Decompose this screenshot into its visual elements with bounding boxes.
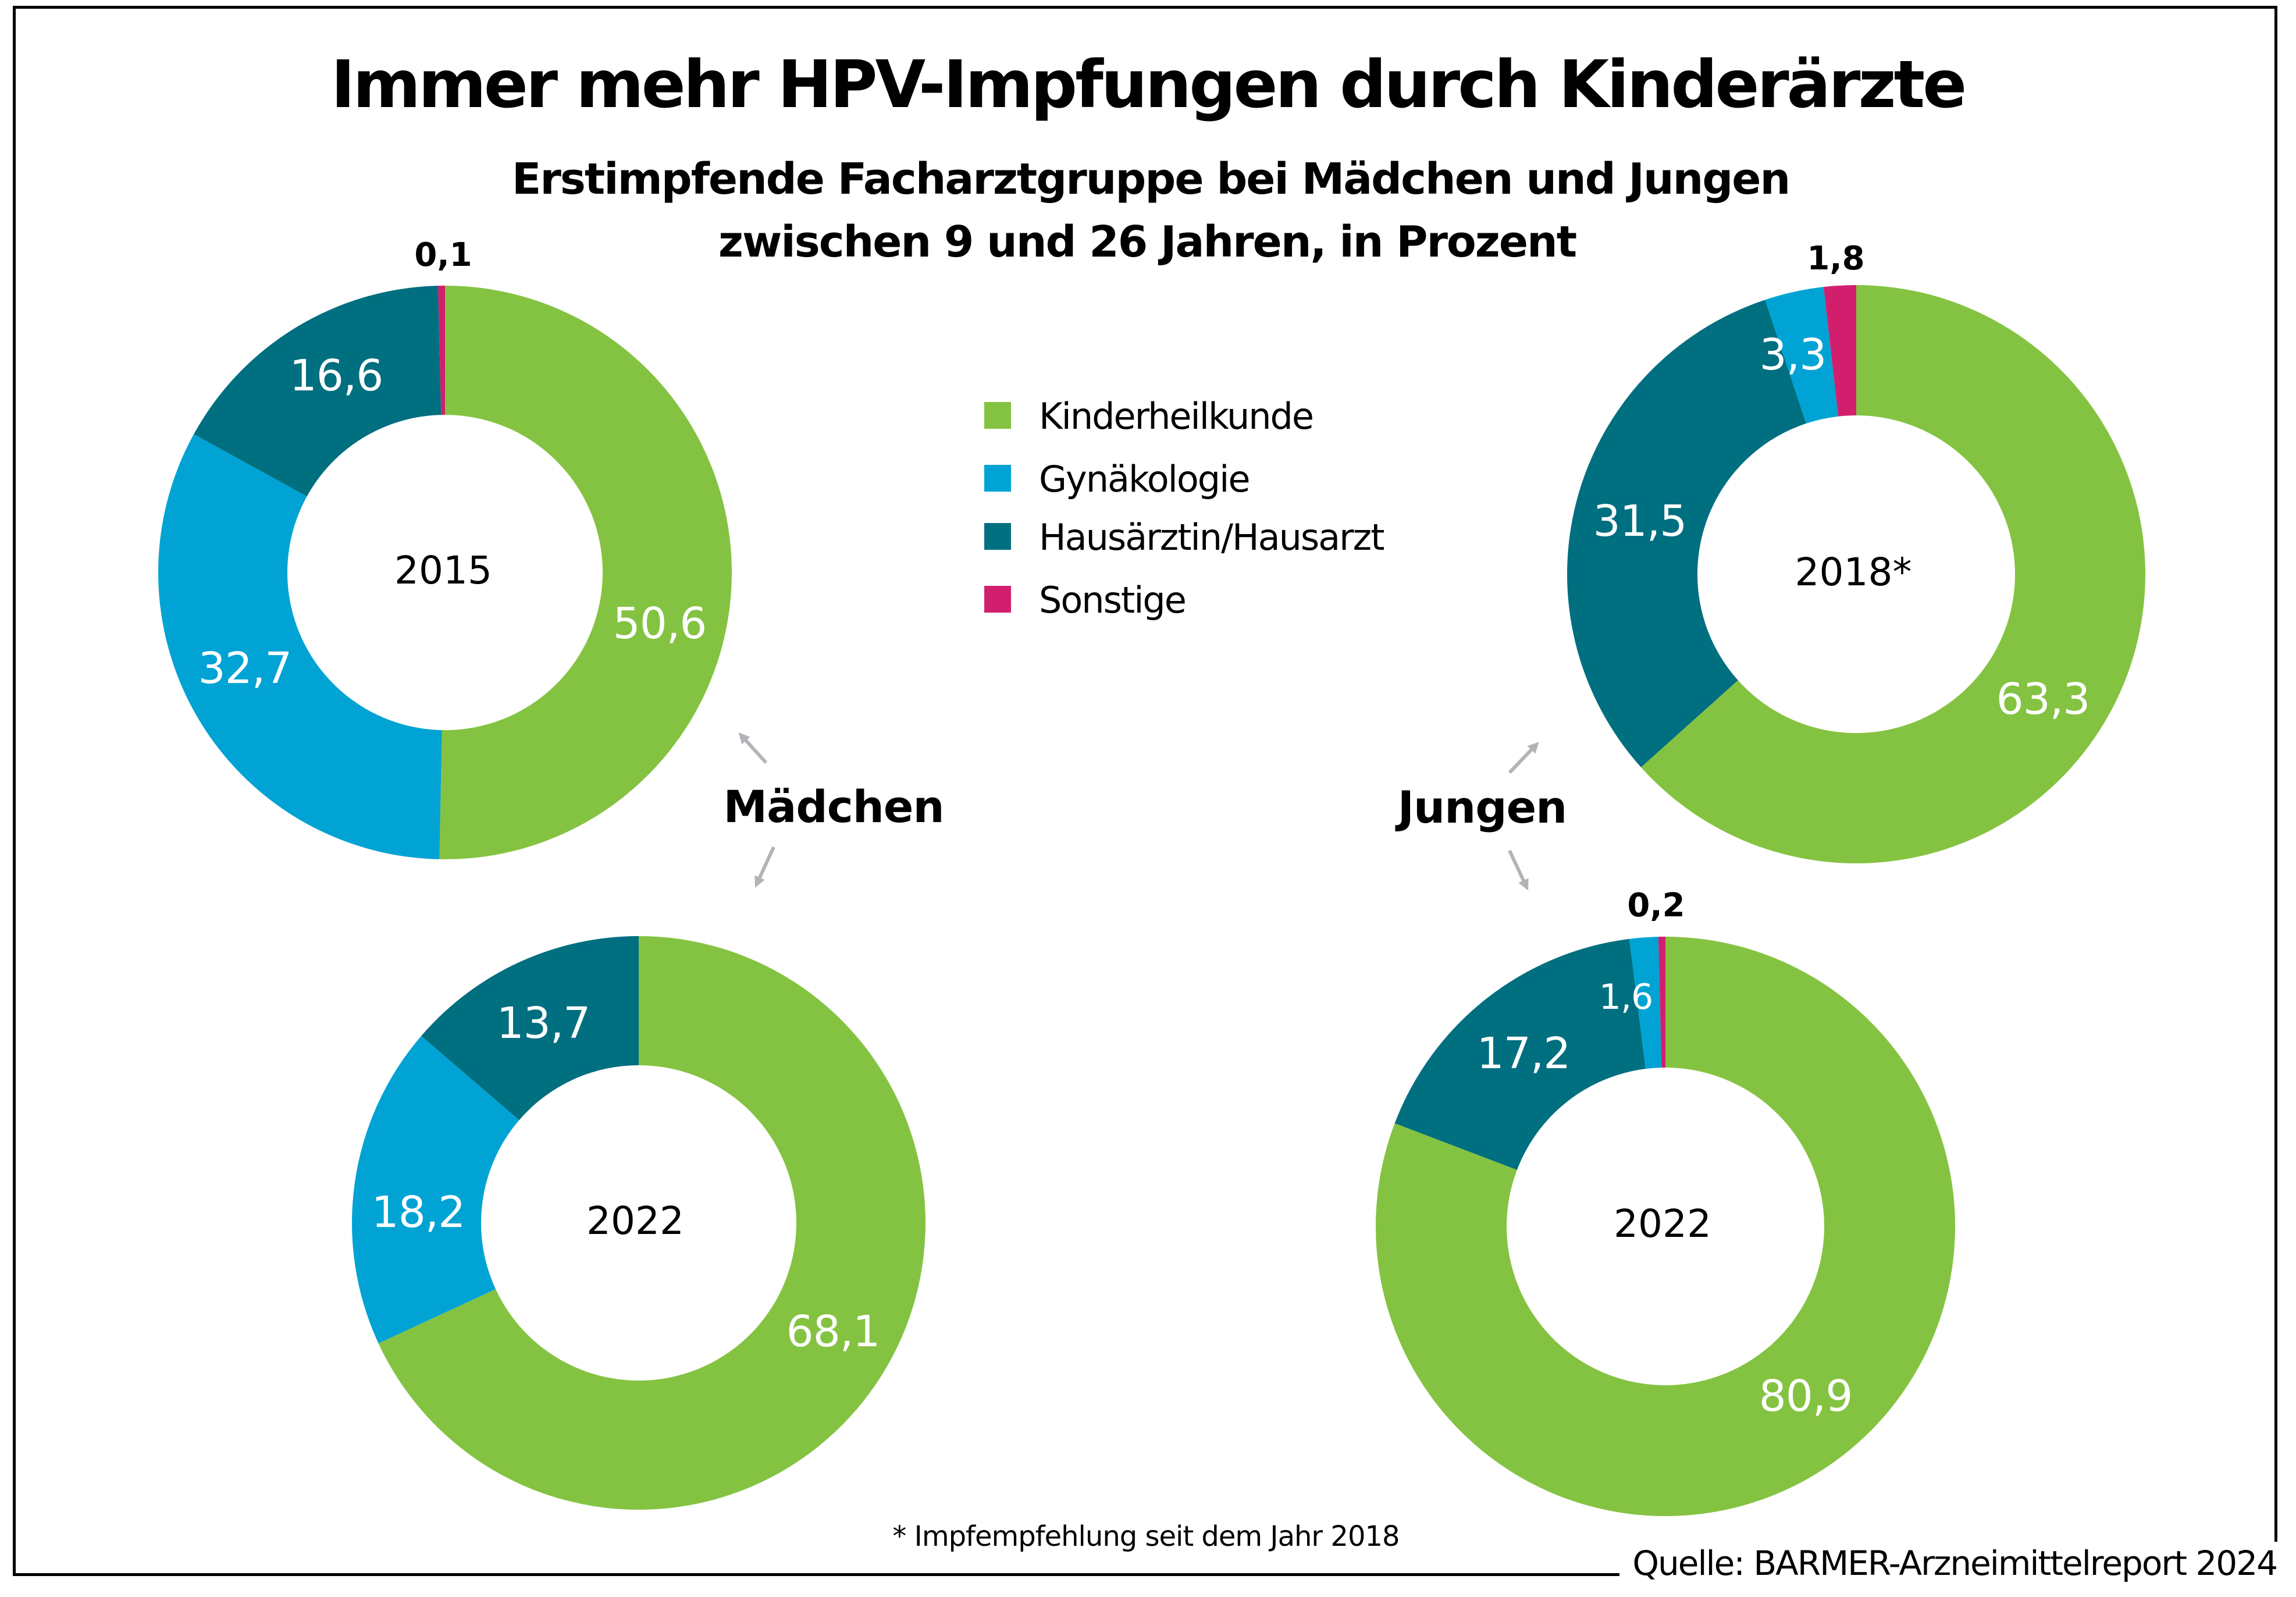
- legend-swatch-sonstige: [984, 586, 1011, 613]
- slice-label-maedchen-2022-hausarzt: 13,7: [497, 998, 590, 1048]
- slice-label-jungen-2022-gynaekologie: 1,6: [1599, 977, 1653, 1018]
- arrow-maedchen-to-2015: [738, 732, 768, 764]
- donut-slice-jungen-2018-kinderheilkunde: [1641, 285, 2145, 863]
- legend-swatch-gynaekologie: [984, 465, 1011, 492]
- donut-slice-jungen-2018-sonstige: [1823, 285, 1856, 417]
- slice-label-maedchen-2015-sonstige: 0,1: [414, 236, 472, 274]
- year-label-jungen-2018: 2018*: [1795, 550, 1912, 595]
- slice-label-maedchen-2015-kinderheilkunde: 50,6: [613, 599, 707, 649]
- donut-slice-maedchen-2015-kinderheilkunde: [439, 286, 732, 859]
- donut-slice-maedchen-2022-gynaekologie: [352, 1036, 519, 1344]
- chart-frame-right-edge: [2274, 6, 2277, 1542]
- donut-slice-jungen-2022-gynaekologie: [1629, 937, 1662, 1069]
- donut-slice-jungen-2022-kinderheilkunde: [1375, 937, 1955, 1516]
- year-label-jungen-2022: 2022: [1614, 1201, 1711, 1246]
- slice-label-jungen-2018-hausarzt: 31,5: [1593, 496, 1687, 546]
- arrow-maedchen-to-2022: [754, 846, 775, 888]
- donut-slice-jungen-2018-hausaerztin-hausarzt: [1567, 300, 1806, 767]
- legend: Kinderheilkunde Gynäkologie Hausärztin/H…: [984, 395, 1385, 621]
- source-note: Quelle: BARMER-Arzneimittelreport 2024: [1632, 1543, 2277, 1583]
- slice-label-jungen-2022-hausarzt: 17,2: [1477, 1029, 1571, 1079]
- legend-swatch-hausarzt: [984, 523, 1011, 550]
- legend-item-gynaekologie: Gynäkologie: [984, 458, 1251, 500]
- donut-slice-maedchen-2015-hausaerztin-hausarzt: [194, 286, 442, 497]
- donut-chart-jungen-2022: [1375, 937, 1955, 1516]
- donut-chart-jungen-2018: [1567, 285, 2145, 863]
- arrow-jungen-to-2018: [1508, 742, 1539, 774]
- arrow-jungen-to-2022: [1508, 849, 1529, 891]
- slice-label-maedchen-2015-gynaekologie: 32,7: [198, 643, 292, 693]
- chart-subtitle-line-1: Erstimpfende Facharztgruppe bei Mädchen …: [512, 154, 1789, 204]
- group-label-maedchen: Mädchen: [723, 781, 944, 833]
- legend-item-hausarzt: Hausärztin/Hausarzt: [984, 516, 1385, 559]
- slice-label-maedchen-2015-hausarzt: 16,6: [290, 351, 383, 401]
- donut-slice-jungen-2018-gynaekologie: [1765, 287, 1839, 424]
- legend-item-kinderheilkunde: Kinderheilkunde: [984, 395, 1314, 438]
- slice-label-jungen-2022-sonstige: 0,2: [1627, 887, 1685, 924]
- group-label-jungen: Jungen: [1395, 781, 1567, 833]
- donut-chart-maedchen-2022: [352, 936, 925, 1510]
- chart-frame: [13, 6, 2277, 1576]
- legend-label-sonstige: Sonstige: [1039, 579, 1186, 621]
- slice-label-maedchen-2022-gynaekologie: 18,2: [372, 1187, 465, 1237]
- donut-slice-maedchen-2022-hausaerztin-hausarzt: [421, 936, 639, 1121]
- year-label-maedchen-2022: 2022: [586, 1198, 684, 1243]
- legend-label-gynaekologie: Gynäkologie: [1039, 458, 1250, 500]
- legend-label-hausarzt: Hausärztin/Hausarzt: [1039, 516, 1384, 559]
- legend-label-kinderheilkunde: Kinderheilkunde: [1039, 395, 1313, 438]
- chart-subtitle-line-2: zwischen 9 und 26 Jahren, in Prozent: [718, 217, 1576, 267]
- footnote: * Impfempfehlung seit dem Jahr 2018: [892, 1520, 1399, 1553]
- donut-chart-maedchen-2015: [158, 286, 732, 859]
- donut-slice-jungen-2022-sonstige: [1658, 937, 1665, 1068]
- slice-label-jungen-2018-gynaekologie: 3,3: [1760, 330, 1827, 380]
- chart-title: Immer mehr HPV-Impfungen durch Kinderärz…: [331, 47, 1964, 123]
- legend-item-sonstige: Sonstige: [984, 579, 1187, 621]
- slice-label-jungen-2018-sonstige: 1,8: [1807, 240, 1864, 278]
- legend-swatch-kinderheilkunde: [984, 402, 1011, 429]
- slice-label-maedchen-2022-kinderheilkunde: 68,1: [786, 1307, 880, 1357]
- slice-label-jungen-2022-kinderheilkunde: 80,9: [1759, 1371, 1853, 1421]
- donut-slice-maedchen-2015-sonstige: [437, 286, 445, 415]
- slice-label-jungen-2018-kinderheilkunde: 63,3: [1996, 674, 2090, 724]
- donut-slice-jungen-2022-hausaerztin-hausarzt: [1394, 938, 1646, 1170]
- donut-slice-maedchen-2015-gynaekologie: [158, 434, 442, 859]
- donut-slice-maedchen-2022-kinderheilkunde: [378, 936, 925, 1510]
- chart-frame-bottom-edge: [13, 1573, 1619, 1576]
- year-label-maedchen-2015: 2015: [394, 548, 492, 593]
